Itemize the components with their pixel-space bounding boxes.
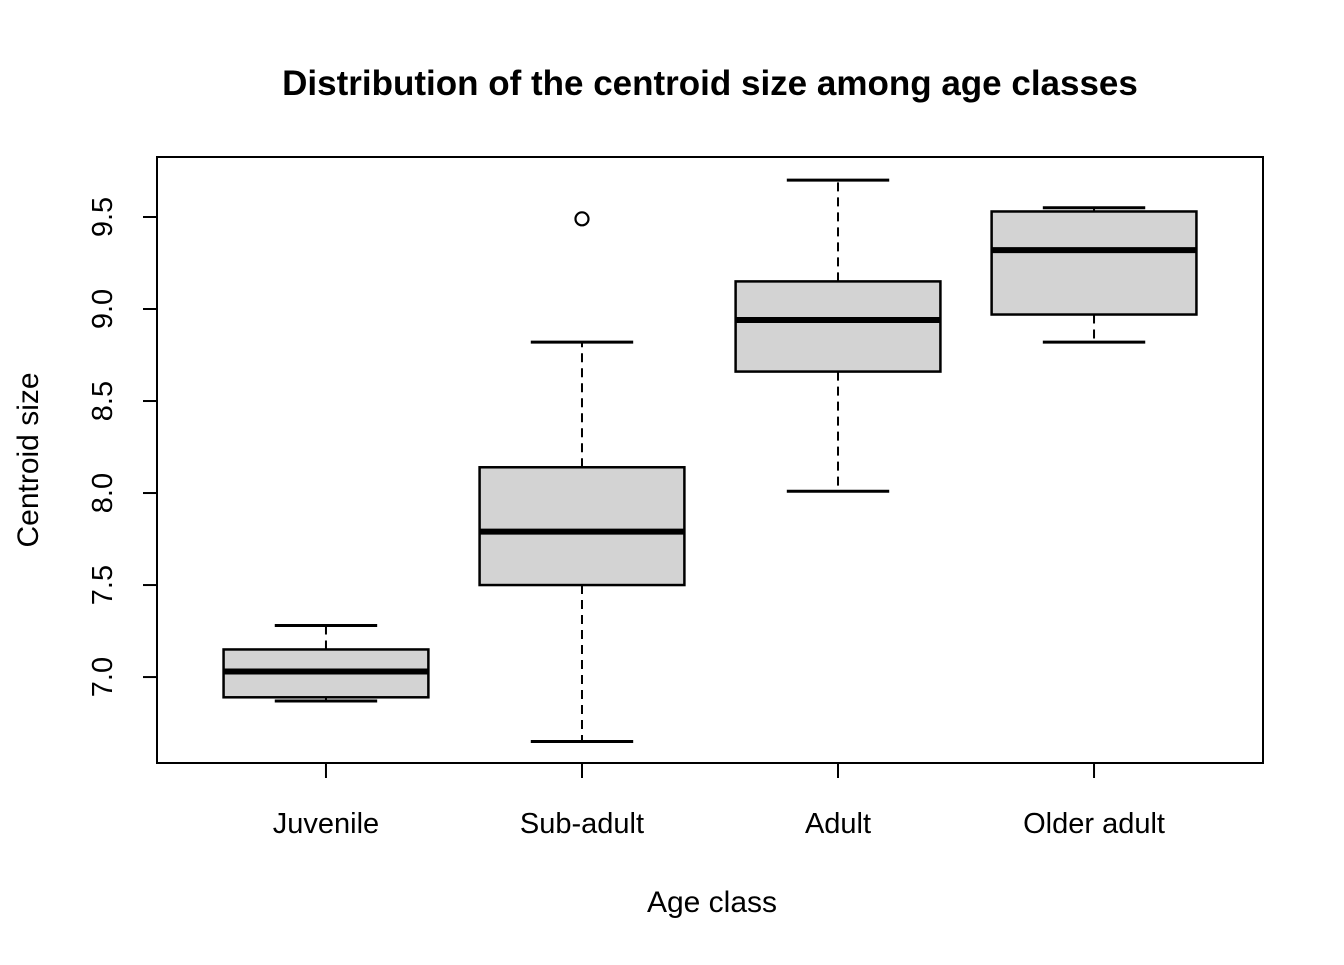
y-tick-label: 7.0 xyxy=(87,657,119,697)
y-tick-label: 8.5 xyxy=(87,381,119,421)
box-iqr-adult xyxy=(734,280,942,373)
box-iqr-sub-adult xyxy=(478,466,686,587)
y-tick-label: 7.5 xyxy=(87,565,119,605)
x-tick-label: Sub-adult xyxy=(520,808,644,840)
y-axis-title: Centroid size xyxy=(12,372,45,547)
box-iqr-older-adult xyxy=(990,210,1198,316)
x-tick-label: Older adult xyxy=(1023,808,1165,840)
plot-area: 7.0 7.5 8.0 8.5 9.0 9.5 Juvenile Sub-adult Adult… xyxy=(87,156,1264,840)
y-tick-label: 8.0 xyxy=(87,473,119,513)
outlier-point-sub-adult xyxy=(574,211,590,227)
x-tick-label: Adult xyxy=(805,808,871,840)
y-tick-label: 9.0 xyxy=(87,289,119,329)
plot-frame xyxy=(156,156,1264,764)
chart-title: Distribution of the centroid size among … xyxy=(282,64,1138,103)
y-tick-label: 9.5 xyxy=(87,197,119,237)
x-axis-title: Age class xyxy=(647,886,777,919)
x-tick-label: Juvenile xyxy=(273,808,379,840)
